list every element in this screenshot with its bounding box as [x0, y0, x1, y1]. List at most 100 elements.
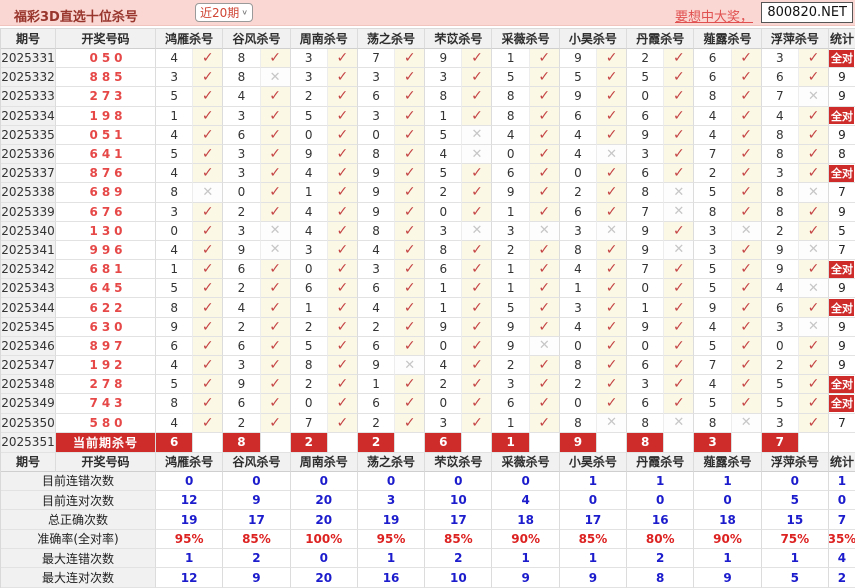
summary-value-cell: 1	[357, 549, 426, 569]
period-cell: 2025337	[1, 164, 56, 184]
promo-link[interactable]: 要想中大奖，	[674, 10, 753, 25]
check-icon: ✓	[664, 164, 695, 184]
kill-number-cell: 9	[357, 202, 396, 222]
check-icon: ✓	[193, 164, 224, 184]
stat-cell: 9	[828, 336, 855, 356]
kill-number-cell: 4	[694, 317, 732, 337]
kill-number-cell: 2	[290, 317, 328, 337]
summary-value-cell: 4	[828, 549, 855, 569]
result-cell: 622	[56, 298, 156, 318]
check-icon: ✓	[395, 260, 426, 280]
kill-number-cell: 1	[425, 298, 463, 318]
kill-number-cell: 9	[559, 87, 598, 107]
summary-value-cell: 0	[492, 471, 560, 492]
kill-number-cell: 5	[492, 298, 530, 318]
column-header: 开奖号码	[56, 29, 156, 49]
kill-number-cell: 6	[223, 260, 261, 280]
check-icon: ✓	[529, 164, 560, 184]
kill-number-cell: 1	[492, 260, 530, 280]
kill-number-cell: 4	[694, 125, 732, 145]
check-icon: ✓	[731, 125, 762, 145]
period-cell: 2025334	[1, 106, 56, 126]
check-icon: ✓	[597, 202, 628, 222]
kill-number-cell: 6	[223, 125, 261, 145]
kill-number-cell: 9	[761, 240, 799, 261]
check-icon: ✓	[193, 279, 224, 299]
check-icon: ✓	[462, 394, 493, 414]
kill-number-cell: 4	[290, 221, 328, 241]
kill-number-cell: 0	[290, 125, 328, 145]
check-icon: ✓	[193, 144, 224, 165]
summary-value-cell: 20	[290, 491, 358, 511]
kill-number-cell: 6	[559, 202, 598, 222]
kill-number-cell: 3	[761, 49, 799, 69]
check-icon: ✓	[260, 87, 291, 107]
summary-value-cell: 2	[425, 549, 493, 569]
period-cell: 2025340	[1, 221, 56, 241]
summary-value-cell: 3	[357, 491, 426, 511]
result-cell: 689	[56, 183, 156, 203]
check-icon: ✓	[260, 164, 291, 184]
current-kill-cell: 2	[290, 432, 328, 453]
current-kill-cell: 2	[357, 432, 396, 453]
summary-value-cell: 5	[761, 491, 829, 511]
check-icon: ✓	[798, 394, 829, 414]
stat-cell: 7	[828, 240, 855, 261]
kill-number-cell: 4	[761, 279, 799, 299]
cross-icon: ✕	[597, 221, 628, 241]
check-icon: ✓	[597, 298, 628, 318]
check-icon: ✓	[327, 317, 358, 337]
kill-number-cell: 6	[357, 394, 396, 414]
kill-number-cell: 3	[425, 413, 463, 433]
kill-number-cell: 3	[223, 106, 261, 126]
summary-value-cell: 35%	[828, 529, 855, 550]
check-icon: ✓	[731, 164, 762, 184]
current-mark-empty	[193, 432, 224, 453]
cross-icon: ✕	[731, 413, 762, 433]
kill-number-cell: 0	[425, 394, 463, 414]
kill-number-cell: 0	[559, 394, 598, 414]
kill-number-cell: 1	[492, 202, 530, 222]
summary-value-cell: 85%	[223, 529, 291, 550]
check-icon: ✓	[327, 144, 358, 165]
kill-number-cell: 8	[223, 49, 261, 69]
full-hit-badge: 全对	[829, 164, 855, 182]
result-cell: 273	[56, 87, 156, 107]
current-kill-cell: 9	[559, 432, 598, 453]
check-icon: ✓	[260, 317, 291, 337]
period-range-select[interactable]: 近20期 ∨	[195, 3, 253, 22]
kill-number-cell: 3	[156, 202, 194, 222]
check-icon: ✓	[395, 202, 426, 222]
check-icon: ✓	[664, 68, 695, 88]
summary-value-cell: 5	[761, 568, 829, 588]
kill-number-cell: 1	[290, 298, 328, 318]
check-icon: ✓	[798, 336, 829, 356]
kill-number-cell: 3	[290, 240, 328, 261]
period-cell: 2025345	[1, 317, 56, 337]
cross-icon: ✕	[597, 144, 628, 165]
result-cell: 198	[56, 106, 156, 126]
stat-cell: 全对	[828, 49, 855, 69]
kill-number-cell: 3	[492, 375, 530, 395]
check-icon: ✓	[597, 336, 628, 356]
kill-number-cell: 5	[156, 375, 194, 395]
check-icon: ✓	[798, 413, 829, 433]
kill-number-cell: 4	[156, 125, 194, 145]
summary-value-cell: 1	[694, 471, 762, 492]
check-icon: ✓	[260, 394, 291, 414]
current-kill-cell: 7	[761, 432, 799, 453]
column-header: 小昊杀号	[559, 452, 628, 472]
check-icon: ✓	[664, 87, 695, 107]
column-header: 期号	[1, 29, 56, 49]
kill-number-cell: 7	[627, 260, 665, 280]
check-icon: ✓	[597, 279, 628, 299]
check-icon: ✓	[529, 356, 560, 376]
check-icon: ✓	[193, 356, 224, 376]
summary-value-cell: 9	[223, 568, 291, 588]
check-icon: ✓	[327, 356, 358, 376]
check-icon: ✓	[260, 183, 291, 203]
kill-number-cell: 3	[223, 221, 261, 241]
check-icon: ✓	[462, 87, 493, 107]
kill-number-cell: 9	[290, 144, 328, 165]
summary-value-cell: 0	[828, 491, 855, 511]
